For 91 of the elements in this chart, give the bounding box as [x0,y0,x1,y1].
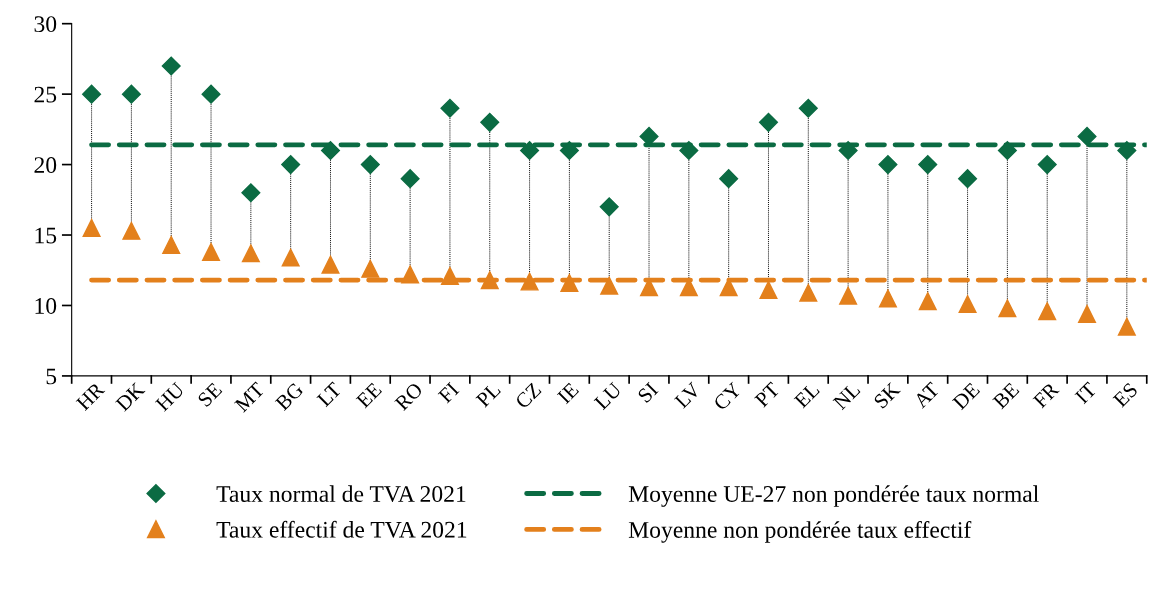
point [1038,302,1057,321]
x-tick-label: BE [992,382,1020,410]
x-tick-label: IT [1074,381,1098,405]
x-tick-label: IE [556,382,580,405]
point [401,265,420,284]
point [758,112,779,132]
point [798,98,818,118]
point [241,244,260,263]
point [520,140,540,161]
point [361,259,380,278]
x-tick-label: RO [394,381,424,412]
point [998,299,1017,318]
x-tick-label: EE [355,382,383,409]
point [679,140,699,161]
x-tick-label: DK [115,381,146,412]
point [679,278,698,297]
x-tick-label: EL [793,382,820,409]
point [161,56,181,76]
x-tick-label: MT [234,381,266,413]
point [599,197,619,217]
point [520,272,539,291]
x-tick-label: NL [832,382,861,411]
y-tick-label: 20 [34,157,57,173]
x-tick-label: LT [316,381,343,408]
point [440,98,460,118]
point [1077,126,1097,146]
point [320,140,341,161]
point [600,276,619,295]
point [799,283,818,302]
point [1037,155,1057,175]
x-tick-label: ES [1112,382,1139,408]
point [560,273,579,292]
point [958,295,977,314]
point [839,286,858,305]
point [719,278,738,297]
point [640,278,659,297]
point [162,235,181,254]
x-tick-label: FR [1032,381,1060,409]
point [480,271,499,290]
point [202,242,221,261]
y-tick-label: 5 [46,368,57,385]
x-tick-label: LV [674,381,702,410]
point [121,84,141,104]
x-tick-label: BG [274,381,305,412]
point [639,126,659,146]
legend-label: Moyenne non pondérée taux effectif [628,521,972,543]
x-tick-label: SI [637,381,659,404]
legend-label: Taux effectif de TVA 2021 [216,520,467,538]
legend-label: Taux normal de TVA 2021 [216,485,466,503]
x-tick-label: HU [154,381,186,412]
y-tick-label: 25 [34,86,57,103]
point [82,84,102,104]
x-tick-label: CY [712,381,743,412]
x-tick-label: DE [952,382,981,411]
x-tick-label: PL [475,382,502,408]
point [321,255,340,274]
point [281,248,300,267]
x-tick-label: HR [75,381,106,412]
point [719,169,739,189]
point [958,169,978,189]
legend-label: Moyenne UE-27 non pondérée taux normal [628,485,1039,507]
y-tick-label: 30 [34,16,57,33]
point [1077,304,1097,323]
point [201,84,221,104]
point [82,218,101,238]
point [480,112,500,132]
point [281,155,301,175]
point [1117,317,1136,336]
point [759,280,778,300]
y-tick-label: 15 [35,227,57,244]
point [400,169,420,189]
x-tick-label: PT [754,381,781,408]
x-tick-label: FI [437,381,460,404]
point [360,155,380,175]
point [918,292,937,311]
x-tick-label: SK [873,381,901,409]
x-tick-label: AT [912,381,941,409]
point [838,140,858,161]
point [997,140,1017,161]
point [241,183,261,203]
point [440,266,459,285]
point [918,155,938,175]
x-tick-label: CZ [514,382,542,410]
point [878,155,898,175]
point [878,289,897,308]
x-tick-label: SE [197,381,223,408]
y-tick-label: 10 [35,297,57,314]
point [122,221,141,240]
x-tick-label: LU [593,381,623,411]
point [1117,140,1137,161]
point [559,140,579,161]
